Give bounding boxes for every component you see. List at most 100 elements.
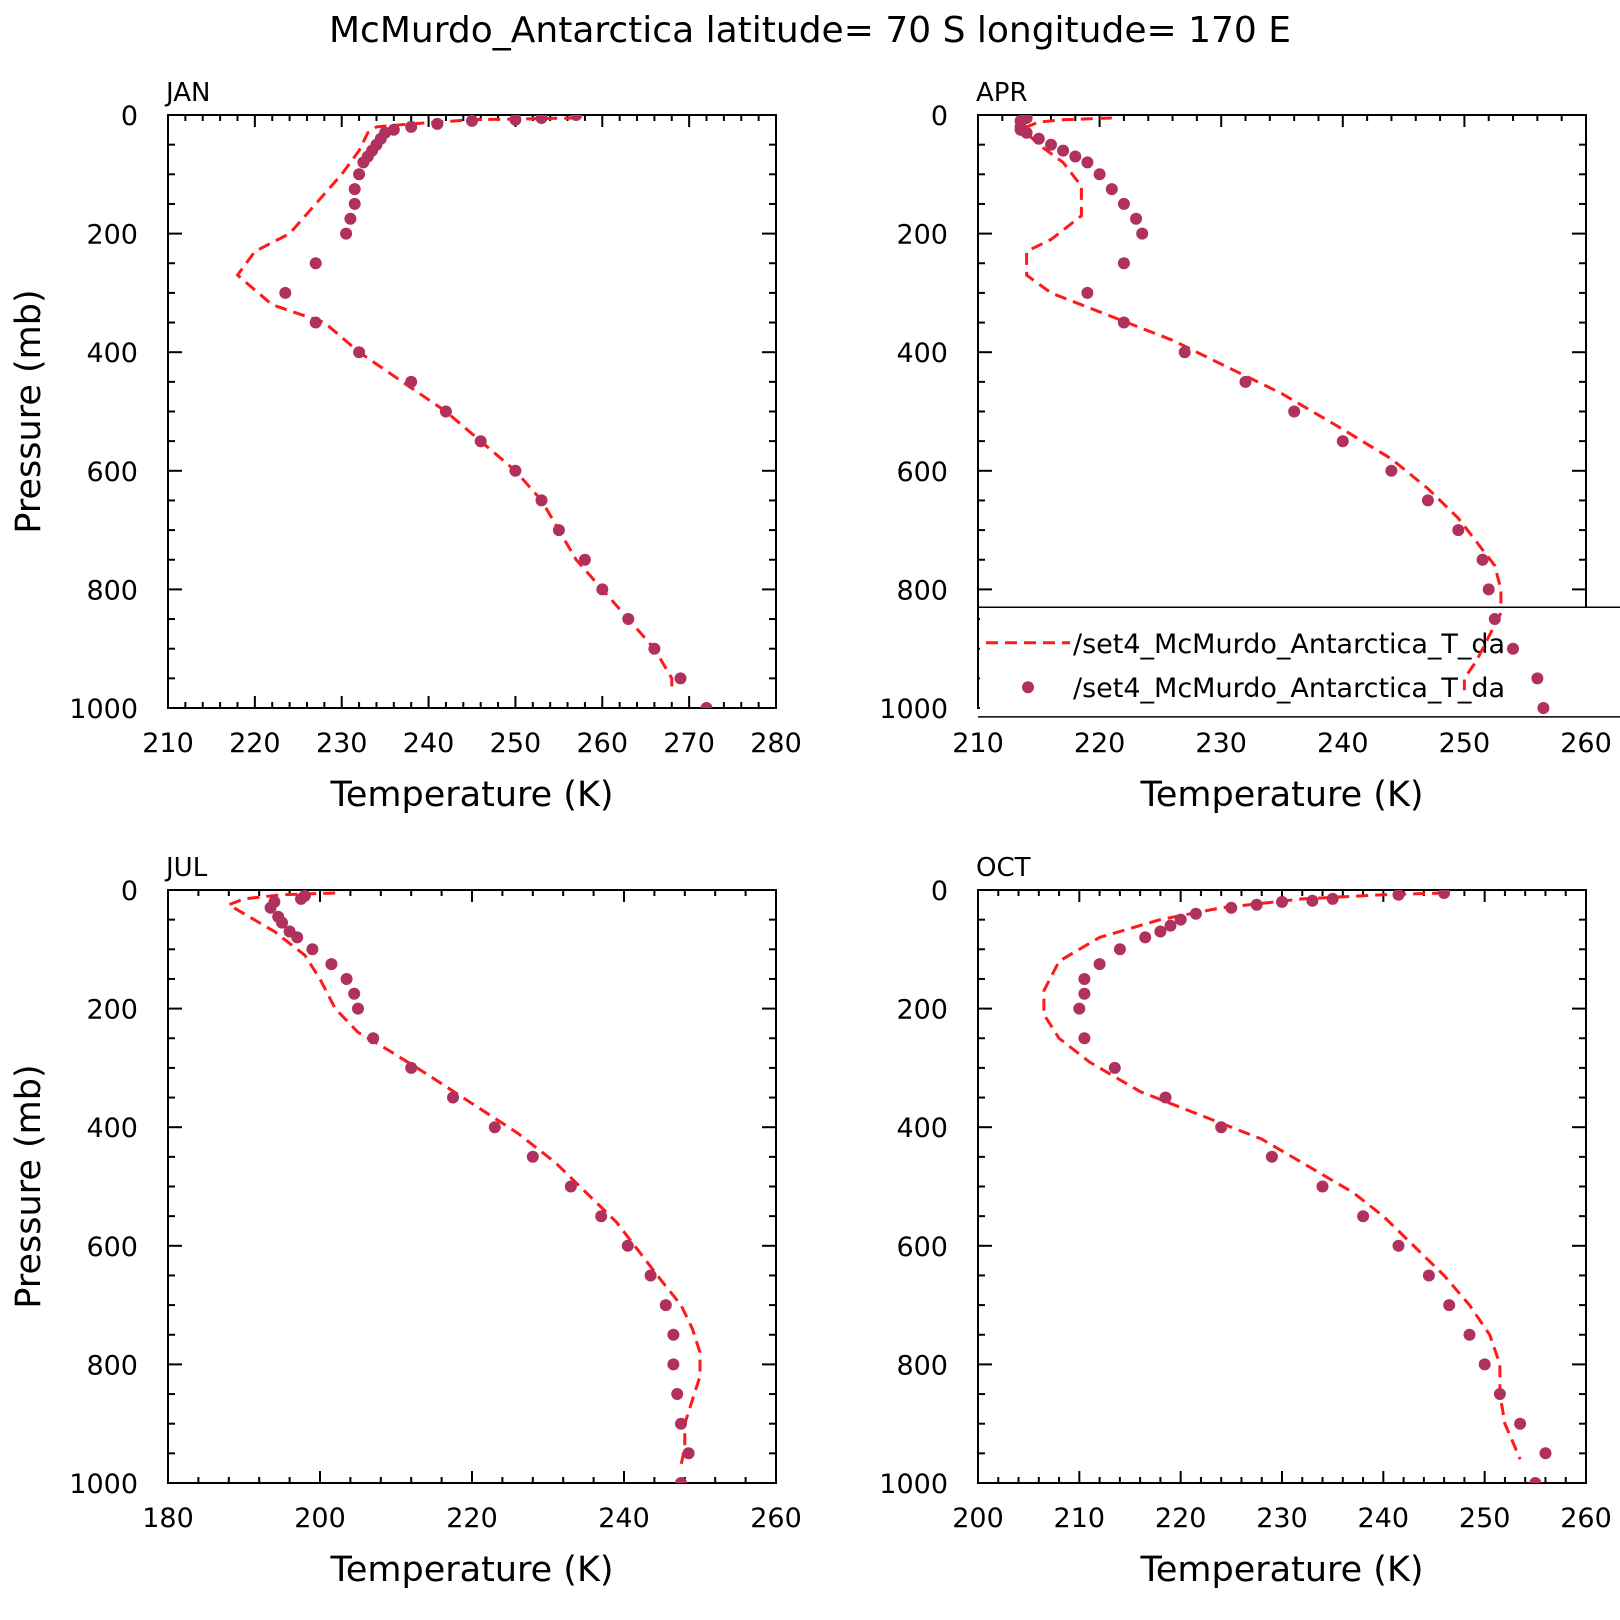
obs-point [1159,1091,1172,1104]
plot-frame [167,889,777,1484]
obs-point [291,931,304,944]
plot-frame [167,114,777,709]
obs-point [570,115,583,121]
obs-point [1478,1358,1491,1371]
obs-point [674,672,687,685]
panel-apr: APR 210 220 230 240 250 260 0 200 400 600 800 1000 Te… [879,78,1620,815]
obs-point [1174,913,1187,926]
obs-point [340,973,353,985]
obs-point [564,1180,577,1193]
obs-point [596,583,609,596]
y-tick-label: 1000 [69,1469,138,1500]
obs-point [1154,925,1167,938]
obs-point [353,168,366,181]
y-tick-label: 400 [896,1113,948,1144]
obs-point [700,702,713,708]
obs-point [474,435,487,448]
obs-point [367,1032,380,1045]
x-tick-label: 240 [1358,1503,1410,1534]
obs-point [1057,144,1070,157]
obs-point [1514,1417,1527,1430]
y-tick-label: 0 [931,101,948,132]
x-tick-label: 220 [229,728,281,759]
model-profile-line [225,891,702,1466]
y-tick-label: 800 [896,575,948,606]
panel-jul: JUL 180 200 220 240 260 0 200 400 600 800 1000 Tempe… [9,853,802,1590]
obs-point [1178,346,1191,359]
obs-point [353,346,366,359]
obs-point [1078,1032,1091,1045]
x-tick-label: 240 [1317,728,1369,759]
x-tick-label: 270 [663,728,715,759]
obs-point [578,553,591,566]
obs-point [535,115,548,124]
panels-group: JAN 210 220 230 240 250 260 270 280 0 200 400 600 800… [9,78,1620,1590]
obs-point [1081,156,1094,169]
x-tick-label: 200 [294,1503,346,1534]
x-tick-label: 210 [142,728,194,759]
y-tick-label: 200 [896,995,948,1026]
y-tick-label: 800 [86,575,138,606]
obs-point [348,197,361,210]
obs-point [357,156,370,169]
obs-point [1073,1002,1086,1015]
obs-point [431,117,444,130]
obs-point [1093,168,1106,181]
y-tick-label: 800 [86,1350,138,1381]
obs-point-overlay [1531,672,1544,685]
x-tick-label: 220 [446,1503,498,1534]
obs-point [306,943,319,956]
y-tick-label: 200 [86,220,138,251]
y-tick-label: 1000 [879,1469,948,1500]
obs-point [1139,931,1152,944]
y-tick-label: 600 [896,457,948,488]
obs-point [644,1269,657,1282]
y-axis-label: Pressure (mb) [9,289,49,533]
obs-point [552,524,565,537]
plot-data [235,115,713,708]
obs-point [1113,943,1126,956]
obs-point [1215,1121,1228,1134]
obs-point [1164,919,1177,932]
obs-point [667,1358,680,1371]
obs-point [509,115,522,126]
obs-point [1189,907,1202,920]
obs-point [1045,138,1057,151]
x-tick-label: 250 [1439,728,1491,759]
obs-point [1020,126,1033,139]
x-tick-label: 280 [750,728,802,759]
x-tick-label: 210 [1054,1503,1106,1534]
obs-point [1392,1239,1405,1252]
obs-point-overlay [1507,642,1519,655]
obs-point [535,494,548,507]
x-tick-label: 250 [490,728,542,759]
obs-point [1463,1328,1476,1341]
x-tick-label: 230 [1195,728,1247,759]
x-tick-label: 260 [1560,728,1612,759]
obs-point [309,316,322,329]
obs-point-overlay [1488,613,1501,625]
y-tick-label: 600 [896,1232,948,1263]
obs-point [682,1447,695,1460]
obs-point [1316,1180,1329,1193]
y-tick-label: 0 [121,876,138,907]
obs-point [405,375,418,388]
obs-point [1105,183,1118,196]
obs-point [1225,901,1238,914]
x-tick-label: 260 [1560,1503,1612,1534]
legend: /set4_McMurdo_Antarctica_T_da/set4_McMur… [978,606,1620,718]
y-tick-label: 400 [86,338,138,369]
obs-point [1357,1210,1370,1223]
obs-point [659,1299,672,1312]
obs-point [295,892,307,905]
x-tick-label: 230 [1256,1503,1308,1534]
y-tick-label: 0 [121,101,138,132]
obs-point [1421,494,1434,507]
x-tick-label: 180 [142,1503,194,1534]
x-tick-label: 250 [1459,1503,1511,1534]
y-tick-label: 1000 [879,694,948,725]
obs-point [1422,1269,1435,1282]
x-tick-label: 220 [1074,728,1126,759]
x-axis-label: Temperature (K) [1139,775,1423,815]
x-tick-label: 210 [952,728,1004,759]
